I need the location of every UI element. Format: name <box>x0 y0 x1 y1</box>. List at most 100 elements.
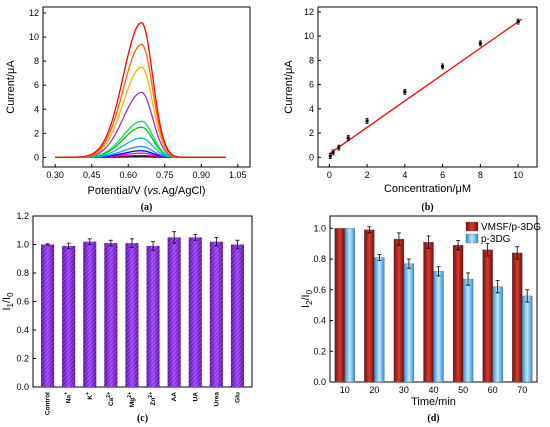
y-tick-label: 10 <box>29 32 39 42</box>
data-point <box>337 146 341 150</box>
y-tick-label: 0.2 <box>16 354 29 364</box>
bar <box>423 241 434 383</box>
x-tick-label: 30 <box>399 385 409 395</box>
x-tick-label: 10 <box>340 385 350 395</box>
x-tick-label: 10 <box>513 170 523 180</box>
x-axis-label: Potential/V (vs.Ag/AgCl) <box>87 185 205 197</box>
bar <box>512 252 523 383</box>
bar <box>452 245 464 383</box>
y-axis-label: I1/I0 <box>1 292 15 311</box>
voltammogram-curve <box>55 43 226 159</box>
panel-b-calibration: 0 2 4 6 8 10 12 0 2 4 6 8 10 Concentration/μM Current/… <box>283 6 538 213</box>
y-tick-label: 12 <box>29 8 39 18</box>
data-point <box>365 119 369 123</box>
x-tick-label: 0.60 <box>119 170 137 180</box>
x-axis-label: Concentration/μM <box>384 183 471 195</box>
data-point <box>516 20 520 24</box>
data-point <box>328 154 332 158</box>
data-point <box>403 90 407 94</box>
x-category-label: AA <box>171 392 178 402</box>
bar-hatch <box>230 244 244 387</box>
y-tick-label: 2 <box>309 128 314 138</box>
x-tick-label: 0.75 <box>156 170 174 180</box>
bar <box>393 238 405 383</box>
y-tick-label: 0.4 <box>16 325 29 335</box>
bar-hatch <box>41 244 55 387</box>
bar <box>403 263 415 383</box>
y-tick-label: 6 <box>309 80 314 90</box>
y-tick-label: 12 <box>304 7 314 17</box>
bar <box>374 257 385 383</box>
y-tick-label: 2 <box>34 128 39 138</box>
y-tick-label: 0.8 <box>313 254 326 264</box>
bar-hatch <box>167 237 181 387</box>
y-tick-label: 0.6 <box>16 297 29 307</box>
panel-caption: (b) <box>421 202 433 213</box>
x-tick-label: 20 <box>369 385 379 395</box>
bar-hatch <box>104 243 118 387</box>
y-tick-label: 1.0 <box>16 240 29 250</box>
bar <box>334 228 345 383</box>
voltammogram-curve <box>55 66 226 159</box>
x-category-label: Mg2+ <box>127 392 136 407</box>
data-point <box>331 150 335 154</box>
x-tick-label: 0.90 <box>193 170 211 180</box>
y-tick-label: 0 <box>309 152 314 162</box>
x-category-label: Zn2+ <box>148 392 157 406</box>
y-tick-label: 1.0 <box>313 223 326 233</box>
x-axis-label: Time/min <box>411 396 456 408</box>
bar <box>433 271 444 383</box>
voltammogram-curve <box>55 137 226 159</box>
x-tick-label: 70 <box>517 385 527 395</box>
x-category-label: Na+ <box>64 392 73 403</box>
x-tick-label: 60 <box>488 385 498 395</box>
x-category-label: K+ <box>85 392 94 400</box>
y-tick-label: 8 <box>309 55 314 65</box>
bar <box>522 295 533 383</box>
x-tick-label: 50 <box>458 385 468 395</box>
bar-hatch <box>83 241 97 387</box>
y-axis-label: Current/μA <box>283 60 295 114</box>
legend-swatch <box>465 233 479 244</box>
y-tick-label: 10 <box>304 31 314 41</box>
x-category-label: Urea <box>213 392 220 407</box>
bar <box>364 229 375 383</box>
bar <box>344 228 355 383</box>
data-point <box>346 136 350 140</box>
data-point <box>478 41 482 45</box>
y-axis-label: I2/I0 <box>300 289 314 308</box>
voltammogram-curve <box>55 21 226 159</box>
y-tick-label: 0 <box>34 152 39 162</box>
fit-line <box>329 18 523 154</box>
bar-hatch <box>125 243 139 387</box>
y-tick-label: 1.2 <box>16 211 29 221</box>
bar <box>462 278 474 383</box>
y-tick-label: 4 <box>309 104 314 114</box>
y-tick-label: 6 <box>34 80 39 90</box>
voltammogram-curve <box>55 120 226 159</box>
data-point <box>441 64 445 68</box>
panel-d-stability: 0.0 0.2 0.4 0.6 0.8 1.0 10 20 30 40 50 60 70 VMSF/p-3… <box>300 215 541 424</box>
x-tick-label: 8 <box>478 170 483 180</box>
x-tick-label: 2 <box>365 170 370 180</box>
bar-hatch <box>188 237 202 387</box>
x-category-label: Ca2+ <box>106 392 115 406</box>
legend-swatch <box>465 221 479 232</box>
panel-caption: (c) <box>137 413 148 424</box>
x-tick-label: 4 <box>402 170 407 180</box>
x-category-label: Glu <box>234 392 241 403</box>
x-tick-label: 0.30 <box>46 170 64 180</box>
bar-hatch <box>209 241 223 387</box>
y-tick-label: 0.4 <box>313 316 326 326</box>
bar-hatch <box>146 245 160 387</box>
y-tick-label: 8 <box>34 56 39 66</box>
x-category-label: UA <box>192 392 199 402</box>
panel-caption: (a) <box>141 202 153 213</box>
panel-c-selectivity: 0.0 0.2 0.4 0.6 0.8 1.0 1.2 Control Na+ K+ Ca2+ Mg2… <box>1 211 253 424</box>
y-tick-label: 0.8 <box>16 268 29 278</box>
panel-a-voltammograms: 0 2 4 6 8 10 12 0.30 0.45 0.60 0.75 0.90 1.05 Potenti… <box>5 6 251 213</box>
plot-frame <box>317 6 538 168</box>
y-tick-label: 0.0 <box>313 377 326 387</box>
x-tick-label: 40 <box>428 385 438 395</box>
